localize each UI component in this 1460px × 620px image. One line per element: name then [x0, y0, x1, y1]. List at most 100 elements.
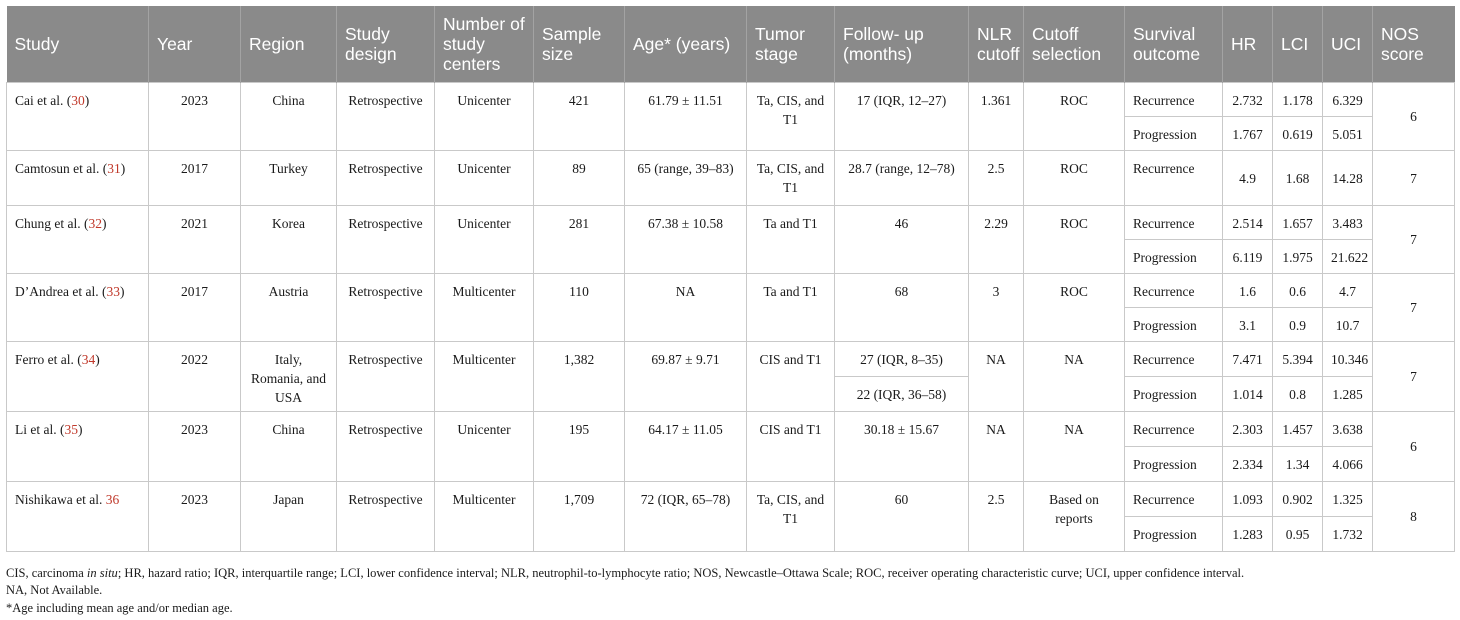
- study-cell: Camtosun et al. (31): [6, 150, 149, 206]
- stage-cell: CIS and T1: [746, 411, 835, 482]
- table-body: Cai et al. (30) 2023 China Retrospective…: [6, 82, 1455, 552]
- footnote-na: NA, Not Available.: [6, 583, 103, 597]
- study-author-close: ): [120, 161, 126, 176]
- header-region: Region: [240, 6, 337, 83]
- design-cell: Retrospective: [336, 341, 435, 412]
- header-sample-size: Sample size: [533, 6, 625, 83]
- table-row: Progression 2.334 1.34 4.066: [7, 446, 1455, 482]
- nlr-cell: 2.5: [968, 150, 1024, 206]
- hr-cell: 6.119: [1222, 239, 1273, 274]
- header-nos-score: NOS score: [1372, 6, 1455, 83]
- centers-cell: Multicenter: [434, 481, 534, 552]
- nos-cell: 6: [1372, 411, 1455, 482]
- age-cell: NA: [624, 273, 747, 342]
- hr-cell: 2.514: [1222, 205, 1273, 240]
- table-row: Progression 6.119 1.975 21.622: [7, 239, 1455, 274]
- uci-cell: 5.051: [1322, 116, 1373, 151]
- nlr-cell: 2.29: [968, 205, 1024, 274]
- hr-cell: 1.6: [1222, 273, 1273, 308]
- stage-cell: CIS and T1: [746, 341, 835, 412]
- followup-cell: 60: [834, 481, 969, 552]
- header-lci: LCI: [1272, 6, 1323, 83]
- study-cell: Chung et al. (32): [6, 205, 149, 274]
- uci-cell: 6.329: [1322, 82, 1373, 117]
- uci-cell: 10.7: [1322, 307, 1373, 342]
- region-cell: Japan: [240, 481, 337, 552]
- followup-cell: 30.18 ± 15.67: [834, 411, 969, 482]
- study-cell: Nishikawa et al. 36: [6, 481, 149, 552]
- lci-cell: 1.657: [1272, 205, 1323, 240]
- outcome-cell: Recurrence: [1124, 341, 1223, 377]
- outcome-cell: Progression: [1124, 239, 1223, 274]
- study-author: Cai et al. (: [15, 93, 72, 108]
- region-cell: Turkey: [240, 150, 337, 206]
- region-cell: Austria: [240, 273, 337, 342]
- sample-cell: 89: [533, 150, 625, 206]
- lci-cell: 0.6: [1272, 273, 1323, 308]
- footnote-abbr-italic: in situ: [86, 566, 118, 580]
- lci-cell: 5.394: [1272, 341, 1323, 377]
- study-author-close: ): [119, 284, 125, 299]
- nos-cell: 7: [1372, 150, 1455, 206]
- outcome-cell: Recurrence: [1124, 150, 1223, 206]
- cutoff-cell: NA: [1023, 411, 1125, 482]
- lci-cell: 1.975: [1272, 239, 1323, 274]
- table-row: 22 (IQR, 36–58) Progression 1.014 0.8 1.…: [7, 376, 1455, 412]
- design-cell: Retrospective: [336, 82, 435, 151]
- footnote-abbr-rest: ; HR, hazard ratio; IQR, interquartile r…: [117, 566, 1245, 580]
- design-cell: Retrospective: [336, 273, 435, 342]
- lci-cell: 1.34: [1272, 446, 1323, 482]
- sample-cell: 421: [533, 82, 625, 151]
- outcome-cell: Recurrence: [1124, 411, 1223, 447]
- reference-link[interactable]: 34: [81, 352, 96, 367]
- study-author: Ferro et al. (: [15, 352, 82, 367]
- uci-cell: 1.325: [1322, 481, 1373, 517]
- study-author-close: ): [77, 422, 83, 437]
- uci-cell: 4.7: [1322, 273, 1373, 308]
- reference-link[interactable]: 36: [105, 492, 120, 507]
- year-cell: 2017: [148, 150, 241, 206]
- outcome-cell: Progression: [1124, 307, 1223, 342]
- lci-cell: 0.95: [1272, 516, 1323, 552]
- hr-cell: 2.334: [1222, 446, 1273, 482]
- reference-link[interactable]: 32: [88, 216, 103, 231]
- hr-cell: 2.732: [1222, 82, 1273, 117]
- stage-cell: Ta, CIS, and T1: [746, 481, 835, 552]
- lci-cell: 1.68: [1272, 150, 1323, 206]
- study-author: Nishikawa et al.: [15, 492, 106, 507]
- reference-link[interactable]: 33: [106, 284, 120, 299]
- outcome-cell: Recurrence: [1124, 481, 1223, 517]
- table-row: D’Andrea et al. (33) 2017 Austria Retros…: [6, 273, 1455, 342]
- hr-cell: 3.1: [1222, 307, 1273, 342]
- header-year: Year: [148, 6, 241, 83]
- design-cell: Retrospective: [336, 205, 435, 274]
- header-follow-up: Follow- up (months): [834, 6, 969, 83]
- outcome-cell: Recurrence: [1124, 82, 1223, 117]
- age-cell: 61.79 ± 11.51: [624, 82, 747, 151]
- nos-cell: 8: [1372, 481, 1455, 552]
- table-row: Progression 1.767 0.619 5.051: [7, 116, 1455, 151]
- reference-link[interactable]: 31: [107, 161, 121, 176]
- centers-cell: Unicenter: [434, 411, 534, 482]
- footnote-abbreviations: CIS, carcinoma in situ; HR, hazard ratio…: [6, 565, 1454, 581]
- region-cell: China: [240, 82, 337, 151]
- sample-cell: 110: [533, 273, 625, 342]
- header-tumor-stage: Tumor stage: [746, 6, 835, 83]
- reference-link[interactable]: 35: [64, 422, 78, 437]
- centers-cell: Unicenter: [434, 205, 534, 274]
- cutoff-cell: ROC: [1023, 205, 1125, 274]
- reference-link[interactable]: 30: [71, 93, 85, 108]
- header-nlr-cutoff: NLR cutoff: [968, 6, 1024, 83]
- cutoff-cell: ROC: [1023, 273, 1125, 342]
- centers-cell: Multicenter: [434, 341, 534, 412]
- sample-cell: 195: [533, 411, 625, 482]
- hr-cell: 1.283: [1222, 516, 1273, 552]
- study-characteristics-table: Study Year Region Study design Number of…: [6, 6, 1455, 552]
- outcome-cell: Recurrence: [1124, 273, 1223, 308]
- hr-cell: 1.014: [1222, 376, 1273, 412]
- lci-cell: 1.178: [1272, 82, 1323, 117]
- followup-cell: 28.7 (range, 12–78): [834, 150, 969, 206]
- uci-cell: 10.346: [1322, 341, 1373, 377]
- age-cell: 69.87 ± 9.71: [624, 341, 747, 412]
- header-survival-outcome: Survival outcome: [1124, 6, 1223, 83]
